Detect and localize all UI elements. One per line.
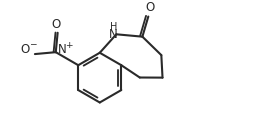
Text: O: O bbox=[20, 43, 30, 56]
Text: −: − bbox=[29, 39, 36, 48]
Text: O: O bbox=[146, 1, 155, 14]
Text: O: O bbox=[52, 18, 61, 31]
Text: +: + bbox=[65, 41, 73, 50]
Text: N: N bbox=[58, 43, 67, 56]
Text: H: H bbox=[110, 22, 117, 32]
Text: N: N bbox=[109, 28, 118, 41]
